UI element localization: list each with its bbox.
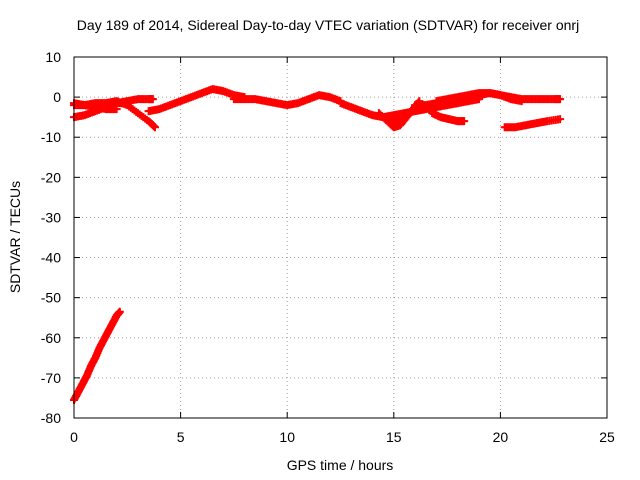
series-arc-g xyxy=(336,99,405,124)
chart-title: Day 189 of 2014, Sidereal Day-to-day VTE… xyxy=(77,17,579,33)
y-tick-label: -30 xyxy=(41,209,61,225)
y-tick-label: -10 xyxy=(41,129,61,145)
data-points xyxy=(70,85,565,404)
x-tick-label: 25 xyxy=(599,429,615,445)
data-point xyxy=(517,97,526,106)
plot-frame xyxy=(73,56,608,419)
x-tick-label: 10 xyxy=(279,429,295,445)
x-tick-label: 20 xyxy=(493,429,509,445)
series-arc-k xyxy=(428,109,469,126)
tick-labels: 0 5 10 15 20 25 -80 -70 -60 -50 -40 -30 -20 -10 0 10 xyxy=(41,49,615,445)
data-point xyxy=(148,95,157,104)
y-tick-label: -50 xyxy=(41,290,61,306)
series-arc-n xyxy=(500,115,565,132)
y-tick-label: 0 xyxy=(53,89,61,105)
y-tick-label: -20 xyxy=(41,169,61,185)
y-tick-label: -60 xyxy=(41,330,61,346)
series-arc-m xyxy=(453,89,526,106)
series-arc-d xyxy=(101,95,157,110)
y-tick-label: -40 xyxy=(41,250,61,266)
series-arc-f xyxy=(229,91,345,110)
y-axis-label: SDTVAR / TECUs xyxy=(7,181,23,293)
x-axis-label: GPS time / hours xyxy=(287,457,394,473)
data-point xyxy=(115,307,124,316)
x-tick-label: 0 xyxy=(70,429,78,445)
x-tick-label: 15 xyxy=(386,429,402,445)
series-arc-low xyxy=(70,307,124,404)
x-tick-label: 5 xyxy=(177,429,185,445)
data-point xyxy=(151,123,160,132)
data-point xyxy=(460,117,469,126)
y-tick-label: 10 xyxy=(45,49,61,65)
data-point xyxy=(149,122,158,131)
y-tick-label: -70 xyxy=(41,370,61,386)
data-point xyxy=(556,95,565,104)
data-point xyxy=(556,115,565,124)
y-tick-label: -80 xyxy=(41,410,61,426)
